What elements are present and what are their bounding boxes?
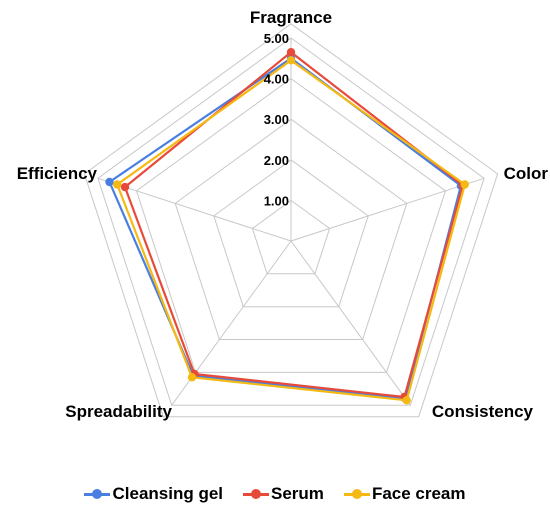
series-line-cleansing-gel — [108, 57, 462, 400]
grid-ring-1 — [251, 199, 331, 275]
data-point-face-cream-4 — [113, 180, 122, 189]
axis-label-spreadability: Spreadability — [65, 402, 172, 421]
legend-item-cleansing-gel: Cleansing gel — [84, 484, 223, 504]
legend-swatch-serum — [243, 487, 270, 501]
radial-tick-labels: 1.00 2.00 3.00 4.00 5.00 — [264, 31, 289, 208]
data-point-face-cream-3 — [187, 373, 197, 382]
legend-swatch-face-cream — [343, 487, 370, 501]
tick-label: 1.00 — [264, 193, 289, 208]
radar-series — [105, 48, 469, 405]
data-point-serum-4 — [120, 182, 130, 192]
series-line-serum — [123, 51, 464, 399]
tick-label: 2.00 — [264, 153, 289, 168]
grid-ring-5 — [97, 37, 485, 406]
grid-ring-4 — [135, 77, 447, 373]
axis-label-efficiency: Efficiency — [17, 164, 98, 183]
axis-labels: Fragrance Color Consistency Spreadability Ef… — [17, 8, 549, 421]
legend-item-face-cream: Face cream — [343, 484, 466, 504]
legend-swatch-cleansing-gel — [84, 487, 111, 501]
grid-spoke-2 — [290, 240, 411, 406]
axis-label-consistency: Consistency — [432, 402, 534, 421]
tick-label: 4.00 — [264, 72, 289, 87]
grid-ring-3 — [174, 118, 408, 340]
legend: Cleansing gel Serum Face cream — [0, 484, 550, 504]
grid-frame — [83, 23, 499, 418]
data-point-face-cream-0 — [286, 56, 296, 65]
axis-label-fragrance: Fragrance — [250, 8, 332, 27]
axis-label-color: Color — [504, 164, 549, 183]
radar-chart: 1.00 2.00 3.00 4.00 5.00 Fragrance Color Consi… — [17, 8, 549, 421]
grid-ring-2 — [213, 159, 369, 308]
grid-spoke-1 — [290, 177, 485, 242]
legend-label: Cleansing gel — [112, 484, 224, 503]
legend-item-serum: Serum — [243, 484, 324, 504]
data-point-face-cream-2 — [402, 396, 411, 405]
radar-grid — [83, 23, 499, 418]
legend-label: Face cream — [371, 484, 466, 503]
data-point-face-cream-1 — [460, 180, 469, 189]
legend-label: Serum — [271, 484, 324, 503]
grid-spoke-4 — [97, 177, 292, 242]
data-point-cleansing-gel-4 — [105, 177, 114, 187]
series-line-face-cream — [116, 59, 466, 402]
tick-label: 3.00 — [264, 112, 289, 127]
data-point-serum-0 — [286, 48, 296, 57]
tick-label: 5.00 — [264, 31, 289, 46]
